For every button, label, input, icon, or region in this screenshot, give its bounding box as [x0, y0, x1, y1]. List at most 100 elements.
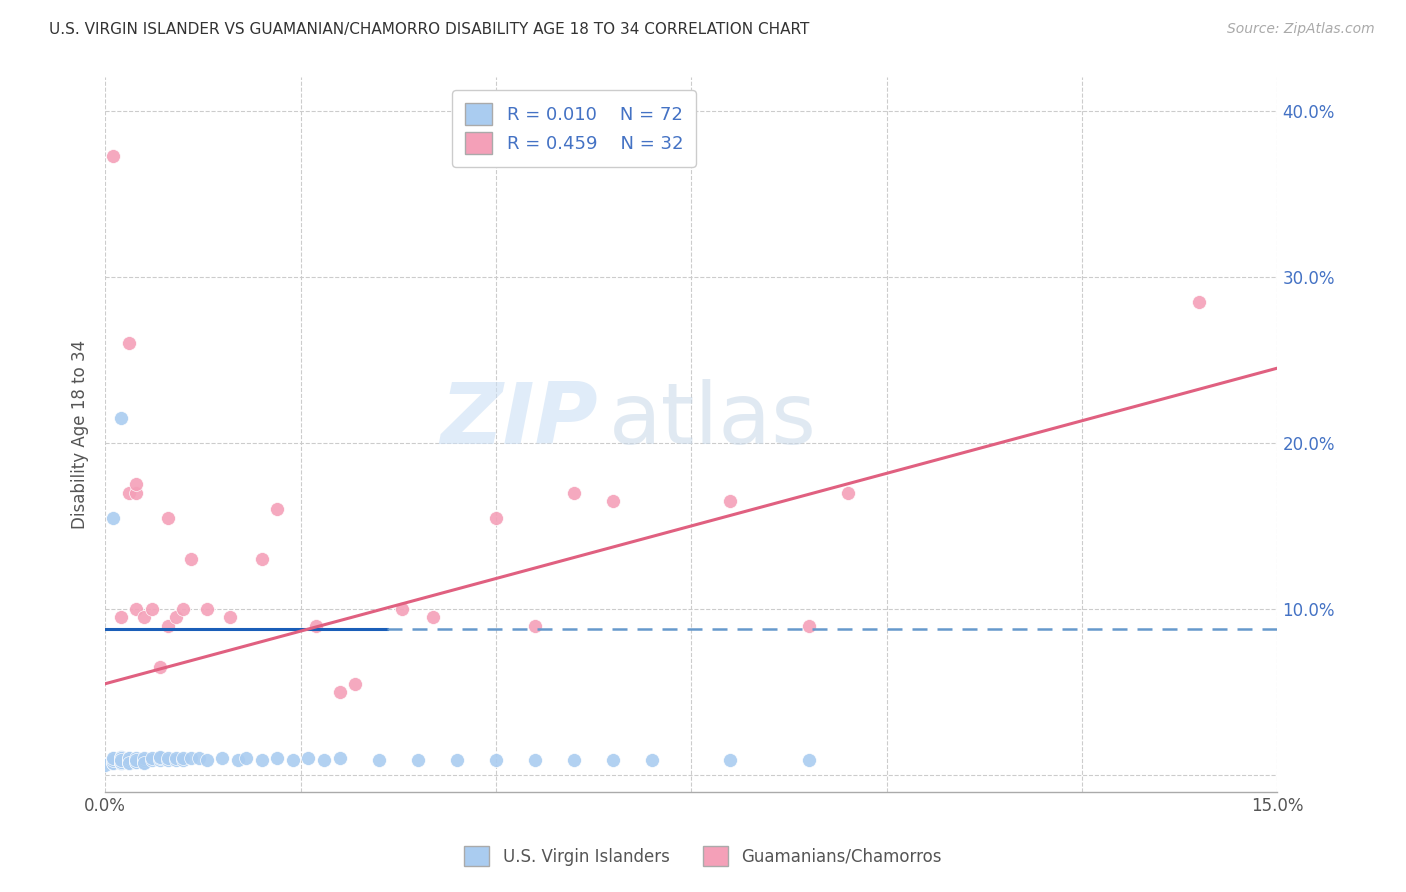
- Point: [101, 755, 124, 769]
- Point: [101, 753, 124, 767]
- Point: [297, 751, 319, 765]
- Point: [125, 602, 148, 616]
- Point: [101, 751, 124, 765]
- Point: [149, 751, 172, 765]
- Point: [172, 751, 194, 765]
- Point: [172, 753, 194, 767]
- Point: [125, 753, 148, 767]
- Point: [118, 485, 141, 500]
- Point: [219, 610, 242, 624]
- Point: [110, 751, 132, 765]
- Point: [156, 510, 179, 524]
- Point: [156, 618, 179, 632]
- Point: [524, 753, 547, 767]
- Point: [837, 485, 859, 500]
- Y-axis label: Disability Age 18 to 34: Disability Age 18 to 34: [72, 340, 89, 529]
- Point: [367, 753, 389, 767]
- Point: [118, 756, 141, 771]
- Legend: U.S. Virgin Islanders, Guamanians/Chamorros: U.S. Virgin Islanders, Guamanians/Chamor…: [456, 838, 950, 875]
- Point: [156, 751, 179, 765]
- Point: [250, 552, 273, 566]
- Point: [110, 756, 132, 771]
- Point: [94, 758, 117, 772]
- Text: Source: ZipAtlas.com: Source: ZipAtlas.com: [1227, 22, 1375, 37]
- Point: [172, 602, 194, 616]
- Point: [188, 751, 211, 765]
- Point: [226, 753, 249, 767]
- Point: [235, 751, 257, 765]
- Point: [156, 753, 179, 767]
- Point: [101, 756, 124, 771]
- Point: [141, 751, 163, 765]
- Legend: R = 0.010    N = 72, R = 0.459    N = 32: R = 0.010 N = 72, R = 0.459 N = 32: [453, 90, 696, 167]
- Point: [125, 477, 148, 491]
- Point: [110, 755, 132, 769]
- Point: [134, 610, 156, 624]
- Point: [125, 751, 148, 765]
- Text: U.S. VIRGIN ISLANDER VS GUAMANIAN/CHAMORRO DISABILITY AGE 18 TO 34 CORRELATION C: U.S. VIRGIN ISLANDER VS GUAMANIAN/CHAMOR…: [49, 22, 810, 37]
- Point: [125, 755, 148, 769]
- Point: [125, 755, 148, 769]
- Point: [485, 510, 508, 524]
- Point: [149, 753, 172, 767]
- Point: [266, 751, 288, 765]
- Point: [110, 749, 132, 764]
- Point: [118, 753, 141, 767]
- Point: [266, 502, 288, 516]
- Point: [602, 494, 624, 508]
- Point: [118, 751, 141, 765]
- Point: [149, 749, 172, 764]
- Point: [250, 753, 273, 767]
- Text: atlas: atlas: [609, 379, 817, 462]
- Point: [101, 148, 124, 162]
- Point: [110, 755, 132, 769]
- Point: [211, 751, 233, 765]
- Point: [101, 755, 124, 769]
- Point: [134, 753, 156, 767]
- Point: [195, 602, 218, 616]
- Point: [101, 510, 124, 524]
- Point: [165, 610, 187, 624]
- Point: [101, 753, 124, 767]
- Point: [118, 751, 141, 765]
- Point: [281, 753, 304, 767]
- Point: [485, 753, 508, 767]
- Point: [110, 610, 132, 624]
- Point: [329, 751, 352, 765]
- Text: ZIP: ZIP: [440, 379, 598, 462]
- Point: [110, 753, 132, 767]
- Point: [118, 755, 141, 769]
- Point: [110, 753, 132, 767]
- Point: [110, 755, 132, 769]
- Point: [134, 755, 156, 769]
- Point: [391, 602, 413, 616]
- Point: [118, 756, 141, 771]
- Point: [101, 756, 124, 771]
- Point: [718, 494, 741, 508]
- Point: [125, 485, 148, 500]
- Point: [110, 756, 132, 771]
- Point: [134, 756, 156, 771]
- Point: [118, 336, 141, 351]
- Point: [165, 751, 187, 765]
- Point: [110, 411, 132, 425]
- Point: [718, 753, 741, 767]
- Point: [149, 660, 172, 674]
- Point: [180, 552, 202, 566]
- Point: [562, 753, 585, 767]
- Point: [602, 753, 624, 767]
- Point: [110, 753, 132, 767]
- Point: [305, 618, 328, 632]
- Point: [118, 755, 141, 769]
- Point: [797, 753, 820, 767]
- Point: [641, 753, 664, 767]
- Point: [312, 753, 335, 767]
- Point: [329, 685, 352, 699]
- Point: [1188, 294, 1211, 309]
- Point: [101, 751, 124, 765]
- Point: [180, 751, 202, 765]
- Point: [344, 677, 367, 691]
- Point: [406, 753, 429, 767]
- Point: [110, 751, 132, 765]
- Point: [797, 618, 820, 632]
